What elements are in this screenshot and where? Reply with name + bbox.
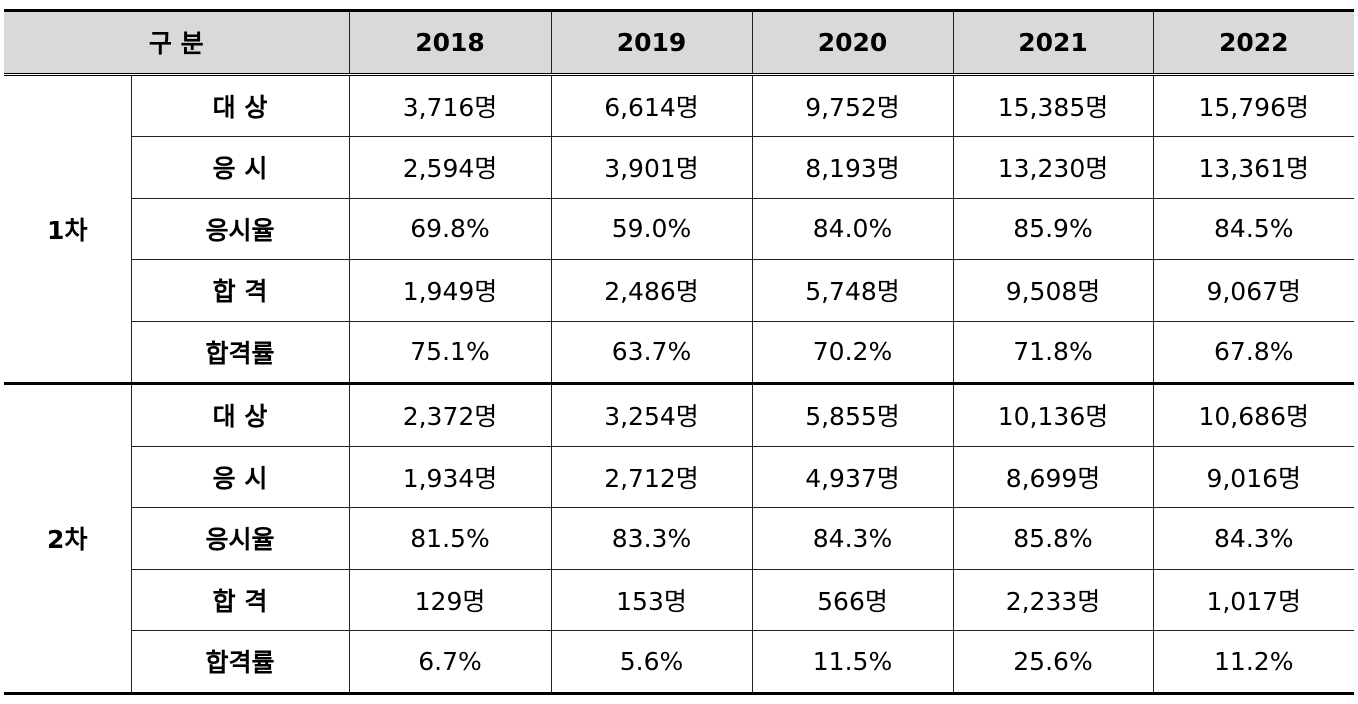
table-row: 2차 대 상 2,372명 3,254명 5,855명 10,136명 10,686명 (4, 382, 1354, 695)
cell-value: 83.3% (550, 507, 753, 570)
cell-value: 2,372명 (348, 382, 552, 447)
cell-value: 9,752명 (751, 72, 954, 137)
cell-value: 15,385명 (952, 72, 1154, 137)
cell-value: 69.8% (348, 197, 552, 260)
table-row: 응시율 69.8% 59.0% 84.0% 85.9% 84.5% (4, 197, 1354, 260)
header-year: 2021 (952, 9, 1154, 76)
row-label: 합격률 (130, 630, 350, 695)
row-label: 합 격 (130, 259, 350, 322)
cell-value: 2,233명 (952, 568, 1154, 631)
cell-value: 3,716명 (348, 72, 552, 137)
row-label: 응 시 (130, 136, 350, 199)
cell-value: 2,594명 (348, 136, 552, 199)
table-row: 합 격 129명 153명 566명 2,233명 1,017명 (4, 568, 1354, 631)
row-label: 대 상 (130, 72, 350, 137)
cell-value: 13,230명 (952, 136, 1154, 199)
cell-value: 71.8% (952, 320, 1154, 384)
cell-value: 1,017명 (1152, 568, 1354, 631)
table-body: 1차 대 상 3,716명 6,614명 9,752명 15,385명 15,796명 응 시… (4, 72, 1354, 695)
cell-value: 11.5% (751, 630, 954, 695)
cell-value: 67.8% (1152, 320, 1354, 384)
row-label: 응 시 (130, 445, 350, 508)
cell-value: 75.1% (348, 320, 552, 384)
cell-value: 6.7% (348, 630, 552, 695)
header-year: 2022 (1152, 9, 1354, 76)
cell-value: 3,254명 (550, 382, 753, 447)
cell-value: 9,016명 (1152, 445, 1354, 508)
cell-value: 2,486명 (550, 259, 753, 322)
cell-value: 10,686명 (1152, 382, 1354, 447)
cell-value: 8,193명 (751, 136, 954, 199)
table-row: 응시율 81.5% 83.3% 84.3% 85.8% 84.3% (4, 507, 1354, 570)
cell-value: 6,614명 (550, 72, 753, 137)
cell-value: 5.6% (550, 630, 753, 695)
cell-value: 2,712명 (550, 445, 753, 508)
cell-value: 84.0% (751, 197, 954, 260)
cell-value: 3,901명 (550, 136, 753, 199)
row-label: 합 격 (130, 568, 350, 631)
cell-value: 9,067명 (1152, 259, 1354, 322)
row-label: 대 상 (130, 382, 350, 447)
cell-value: 129명 (348, 568, 552, 631)
cell-value: 15,796명 (1152, 72, 1354, 137)
cell-value: 70.2% (751, 320, 954, 384)
row-label: 응시율 (130, 507, 350, 570)
header-year: 2019 (550, 9, 753, 76)
table-row: 1차 대 상 3,716명 6,614명 9,752명 15,385명 15,796명 (4, 72, 1354, 384)
cell-value: 84.3% (751, 507, 954, 570)
cell-value: 1,949명 (348, 259, 552, 322)
cell-value: 84.3% (1152, 507, 1354, 570)
table-row: 합격률 75.1% 63.7% 70.2% 71.8% 67.8% (4, 320, 1354, 384)
table-row: 합격률 6.7% 5.6% 11.5% 25.6% 11.2% (4, 630, 1354, 695)
table-row: 합 격 1,949명 2,486명 5,748명 9,508명 9,067명 (4, 259, 1354, 322)
cell-value: 81.5% (348, 507, 552, 570)
cell-value: 5,748명 (751, 259, 954, 322)
cell-value: 10,136명 (952, 382, 1154, 447)
cell-value: 5,855명 (751, 382, 954, 447)
cell-value: 63.7% (550, 320, 753, 384)
header-year: 2018 (348, 9, 552, 76)
cell-value: 4,937명 (751, 445, 954, 508)
cell-value: 59.0% (550, 197, 753, 260)
cell-value: 9,508명 (952, 259, 1154, 322)
cell-value: 11.2% (1152, 630, 1354, 695)
table-row: 응 시 2,594명 3,901명 8,193명 13,230명 13,361명 (4, 136, 1354, 199)
cell-value: 8,699명 (952, 445, 1154, 508)
cell-value: 566명 (751, 568, 954, 631)
group-label: 2차 (4, 382, 132, 695)
cell-value: 153명 (550, 568, 753, 631)
cell-value: 84.5% (1152, 197, 1354, 260)
cell-value: 25.6% (952, 630, 1154, 695)
group-label: 1차 (4, 72, 132, 384)
row-label: 응시율 (130, 197, 350, 260)
cell-value: 85.9% (952, 197, 1154, 260)
cell-value: 1,934명 (348, 445, 552, 508)
header-category: 구 분 (4, 9, 350, 76)
cell-value: 13,361명 (1152, 136, 1354, 199)
cell-value: 85.8% (952, 507, 1154, 570)
row-label: 합격률 (130, 320, 350, 384)
table-row: 응 시 1,934명 2,712명 4,937명 8,699명 9,016명 (4, 445, 1354, 508)
results-table: 구 분 2018 2019 2020 2021 2022 1차 대 상 3,716명 6,614… (4, 9, 1354, 695)
header-year: 2020 (751, 9, 954, 76)
header-row: 구 분 2018 2019 2020 2021 2022 (4, 9, 1354, 76)
